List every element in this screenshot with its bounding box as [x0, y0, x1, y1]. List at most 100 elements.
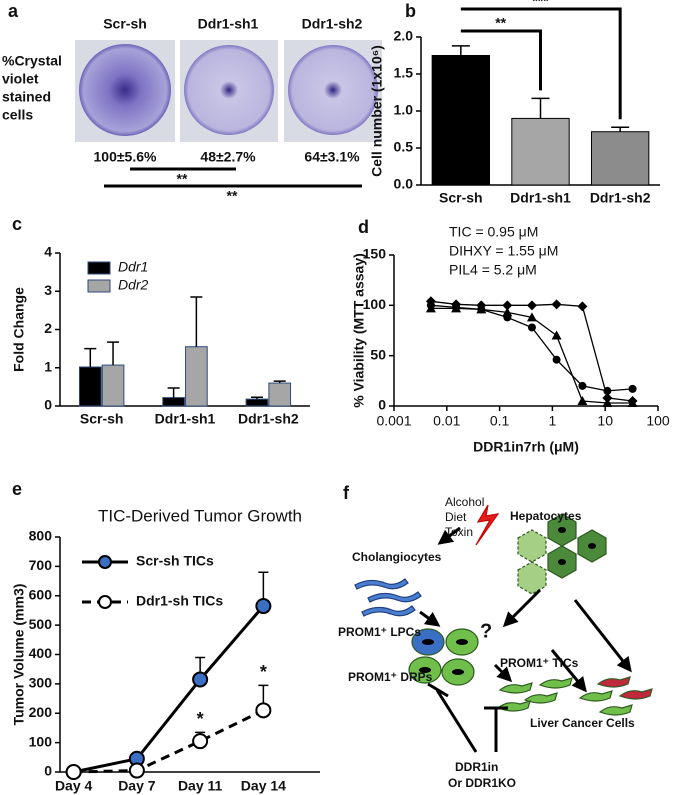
error-bar — [250, 396, 263, 400]
series-line — [73, 708, 265, 774]
y-tick-label: 2.0 — [394, 28, 414, 44]
y-tick-label: 200 — [29, 704, 53, 720]
y-tick-label: 2 — [44, 320, 52, 336]
y-tick-label: 1.5 — [394, 65, 414, 81]
error-bar — [611, 126, 630, 132]
y-tick-label: 700 — [29, 557, 53, 573]
point — [425, 296, 436, 307]
annotation: PIL4 = 5.2 μM — [449, 262, 537, 278]
x-tick-label: 100 — [646, 413, 670, 429]
bar — [431, 55, 491, 186]
percent-value: 64±3.1% — [304, 149, 360, 165]
chart-title: TIC-Derived Tumor Growth — [98, 506, 302, 525]
error-bar — [451, 45, 470, 56]
y-axis-label: Fold Change — [11, 287, 27, 372]
significance-line — [460, 29, 542, 91]
significance: * — [260, 662, 267, 682]
legend-label: Ddr1 — [118, 259, 148, 275]
y-tick-label: 50 — [370, 346, 386, 362]
point — [502, 300, 513, 311]
panel-label: d — [358, 217, 369, 237]
legend-label: Scr-sh TICs — [136, 553, 214, 569]
diagram-arrows — [419, 526, 632, 753]
x-tick-label: 1 — [549, 413, 557, 429]
y-tick-label: 3 — [44, 282, 52, 298]
legend-marker — [98, 555, 112, 569]
cell-label: Liver Cancer Cells — [530, 716, 635, 730]
y-tick-label: 800 — [29, 528, 53, 544]
cell-label: Hepatocytes — [510, 509, 582, 523]
y-tick-label: 600 — [29, 586, 53, 602]
point — [128, 762, 145, 779]
bar — [511, 117, 570, 186]
x-tick-label: Day 4 — [55, 778, 93, 794]
x-tick-label: 0.1 — [490, 413, 510, 429]
point — [526, 300, 537, 311]
significance: ** — [227, 188, 238, 204]
bar — [185, 346, 208, 407]
point — [65, 764, 82, 780]
significance: ** — [177, 171, 188, 187]
significance-line — [460, 7, 622, 120]
cell-label: Cholangiocytes — [352, 550, 442, 564]
annotation: DIHXY = 1.55 μM — [449, 243, 558, 259]
error-bar — [84, 347, 97, 367]
y-tick-label: 150 — [363, 246, 387, 262]
y-tick-label: 100 — [363, 296, 387, 312]
y-axis-label: Cell number (1x10⁶) — [369, 45, 385, 177]
legend-marker — [98, 595, 112, 609]
y-tick-label: 0 — [44, 763, 52, 779]
error-bar — [273, 380, 286, 384]
column-label: Ddr1-sh2 — [302, 16, 363, 32]
x-tick-label: 10 — [597, 413, 613, 429]
row-label: stained — [2, 89, 51, 105]
y-tick-label: 0 — [44, 397, 52, 413]
point — [425, 303, 436, 313]
inhibitor: DDR1in — [455, 760, 498, 774]
error-bar — [531, 97, 550, 119]
x-tick-label: Ddr1-sh1 — [510, 190, 571, 206]
y-tick-label: 1 — [44, 358, 52, 374]
point — [476, 300, 487, 311]
panel-label: e — [12, 479, 22, 499]
row-label: cells — [2, 107, 33, 123]
significance: ** — [495, 15, 506, 31]
column-label: Ddr1-sh1 — [198, 16, 259, 32]
annotation: TIC = 0.95 μM — [449, 224, 538, 240]
cell-label: PROM1⁺ TICs — [500, 656, 579, 670]
insult: Toxin — [445, 525, 473, 539]
y-axis-label: % Viability (MTT assay) — [351, 253, 367, 408]
series-line — [73, 605, 265, 774]
bar — [268, 382, 292, 407]
question-mark: ? — [480, 620, 492, 642]
legend-swatch — [87, 261, 111, 275]
point — [527, 323, 536, 332]
error-bar — [167, 387, 180, 398]
row-label: %Crystal — [2, 53, 62, 69]
y-axis-label: Tumor Volume (mm3) — [11, 584, 27, 726]
column-label: Scr-sh — [103, 16, 147, 32]
point — [551, 330, 562, 340]
y-tick-label: 400 — [29, 645, 53, 661]
point — [577, 301, 588, 312]
percent-value: 48±2.7% — [200, 149, 256, 165]
panel-f: f Alcohol Diet Toxin Hepatocytes Cholang… — [338, 483, 635, 790]
point — [627, 395, 638, 406]
significance: * — [197, 709, 204, 729]
legend-label: Ddr2 — [118, 277, 149, 293]
x-axis-label: DDR1in7rh (μM) — [473, 439, 579, 455]
error-bar — [107, 341, 120, 366]
point — [551, 299, 562, 310]
x-tick-label: Ddr1-sh2 — [238, 411, 299, 427]
error-bar — [190, 296, 203, 347]
y-tick-label: 300 — [29, 675, 53, 691]
y-tick-label: 0.5 — [394, 139, 414, 155]
row-label: violet — [2, 71, 39, 87]
x-tick-label: Day 7 — [118, 778, 156, 794]
point — [602, 392, 613, 403]
y-tick-label: 500 — [29, 616, 53, 632]
x-tick-label: Scr-sh — [80, 411, 124, 427]
legend-swatch — [87, 279, 111, 293]
point — [255, 598, 272, 615]
